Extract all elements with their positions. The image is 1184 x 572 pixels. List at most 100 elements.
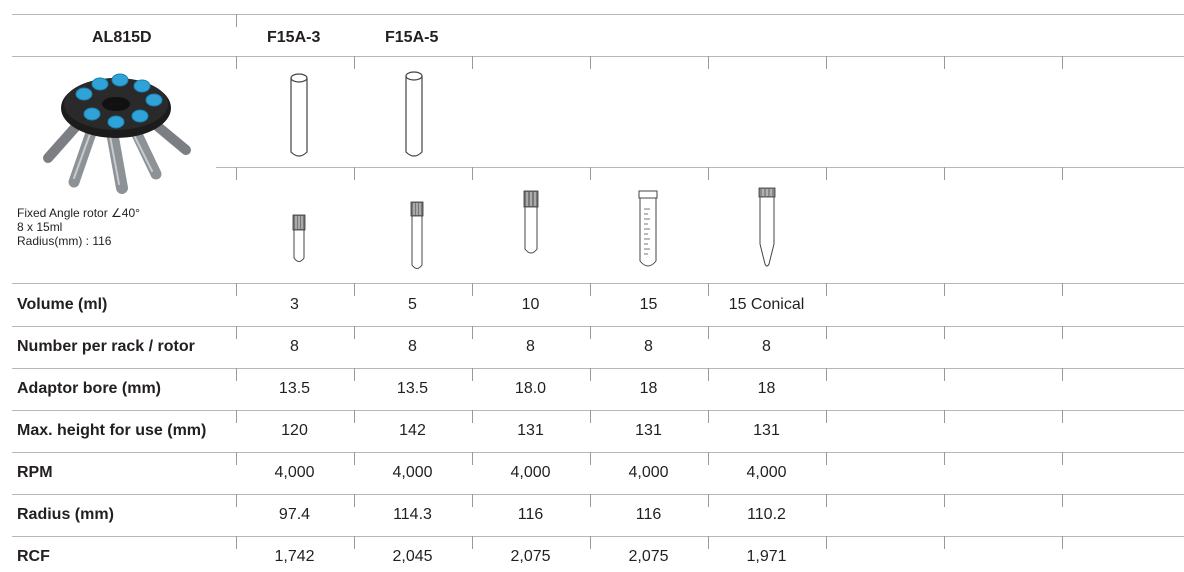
column-tick xyxy=(944,56,945,69)
column-tick xyxy=(354,410,355,423)
tube-icon-10ml xyxy=(523,190,539,254)
column-tick xyxy=(944,452,945,465)
table-cell: 8 xyxy=(762,338,771,355)
column-tick xyxy=(1062,167,1063,180)
table-cell: 142 xyxy=(399,422,426,439)
table-cell: 18 xyxy=(639,380,658,397)
row-label: Max. height for use (mm) xyxy=(17,422,207,439)
table-cell: 4,000 xyxy=(628,464,669,481)
rule-row-3 xyxy=(12,410,1184,411)
column-tick xyxy=(590,56,591,69)
column-tick xyxy=(1062,536,1063,549)
row-label: RPM xyxy=(17,464,53,481)
column-tick xyxy=(236,283,237,296)
table-cell: 131 xyxy=(753,422,780,439)
table-cell: 10 xyxy=(521,296,540,313)
column-tick xyxy=(944,326,945,339)
column-tick xyxy=(826,326,827,339)
table-cell: 116 xyxy=(517,506,544,523)
column-tick xyxy=(708,410,709,423)
column-tick xyxy=(826,167,827,180)
rotor-info: Fixed Angle rotor ∠40° 8 x 15ml Radius(m… xyxy=(17,206,140,248)
column-tick xyxy=(1062,494,1063,507)
conical-tube-icon xyxy=(758,187,776,267)
column-tick xyxy=(944,368,945,381)
tube-icon-3ml xyxy=(292,214,306,262)
column-tick xyxy=(354,368,355,381)
column-tick xyxy=(472,283,473,296)
table-cell: 8 xyxy=(526,338,535,355)
column-tick xyxy=(472,452,473,465)
table-cell: 2,045 xyxy=(392,548,433,565)
table-cell: 2,075 xyxy=(628,548,669,565)
column-tick xyxy=(826,56,827,69)
column-tick xyxy=(354,494,355,507)
table-cell: 116 xyxy=(635,506,662,523)
table-cell: 4,000 xyxy=(274,464,315,481)
table-cell: 97.4 xyxy=(278,506,311,523)
column-tick xyxy=(944,167,945,180)
table-cell: 18 xyxy=(757,380,776,397)
column-tick xyxy=(236,167,237,180)
rule-row-4 xyxy=(12,452,1184,453)
table-cell: 4,000 xyxy=(392,464,433,481)
column-tick xyxy=(708,368,709,381)
table-cell: 8 xyxy=(290,338,299,355)
column-tick xyxy=(590,283,591,296)
table-cell: 15 xyxy=(639,296,658,313)
table-cell: 4,000 xyxy=(510,464,551,481)
rule-top xyxy=(12,14,1184,15)
column-tick xyxy=(1062,283,1063,296)
column-tick xyxy=(708,452,709,465)
column-tick xyxy=(1062,452,1063,465)
column-tick xyxy=(236,494,237,507)
rotor-info-radius: Radius(mm) : 116 xyxy=(17,234,112,248)
adaptor-header-1: F15A-3 xyxy=(267,29,321,46)
table-cell: 120 xyxy=(281,422,308,439)
row-label: Volume (ml) xyxy=(17,296,108,313)
rule-header xyxy=(12,56,1184,57)
column-tick xyxy=(826,283,827,296)
table-cell: 13.5 xyxy=(396,380,429,397)
column-tick xyxy=(708,167,709,180)
column-tick xyxy=(354,283,355,296)
column-tick xyxy=(354,167,355,180)
table-cell: 13.5 xyxy=(278,380,311,397)
column-tick xyxy=(590,167,591,180)
column-tick xyxy=(472,368,473,381)
column-tick xyxy=(472,56,473,69)
column-tick xyxy=(354,536,355,549)
column-tick xyxy=(944,536,945,549)
rule-row-5 xyxy=(12,494,1184,495)
table-cell: 8 xyxy=(644,338,653,355)
rule-row-1 xyxy=(12,326,1184,327)
adaptor-tube-icon xyxy=(290,73,308,157)
column-tick xyxy=(236,452,237,465)
column-tick xyxy=(708,326,709,339)
column-tick xyxy=(708,283,709,296)
column-tick xyxy=(472,536,473,549)
column-tick xyxy=(826,494,827,507)
table-cell: 2,075 xyxy=(510,548,551,565)
column-tick xyxy=(472,410,473,423)
rotor-info-type: Fixed Angle rotor ∠40° xyxy=(17,206,140,220)
column-tick xyxy=(1062,368,1063,381)
column-tick xyxy=(826,410,827,423)
column-tick xyxy=(590,494,591,507)
rule-row-2 xyxy=(12,368,1184,369)
row-label: Number per rack / rotor xyxy=(17,338,195,355)
column-tick xyxy=(236,14,237,27)
column-tick xyxy=(354,56,355,69)
column-tick xyxy=(590,410,591,423)
column-tick xyxy=(590,452,591,465)
column-tick xyxy=(826,368,827,381)
column-tick xyxy=(236,326,237,339)
column-tick xyxy=(1062,326,1063,339)
table-cell: 131 xyxy=(517,422,544,439)
table-cell: 18.0 xyxy=(514,380,547,397)
column-tick xyxy=(472,326,473,339)
graduated-tube-icon xyxy=(638,190,658,267)
column-tick xyxy=(472,494,473,507)
column-tick xyxy=(708,56,709,69)
rule-row-6 xyxy=(12,536,1184,537)
